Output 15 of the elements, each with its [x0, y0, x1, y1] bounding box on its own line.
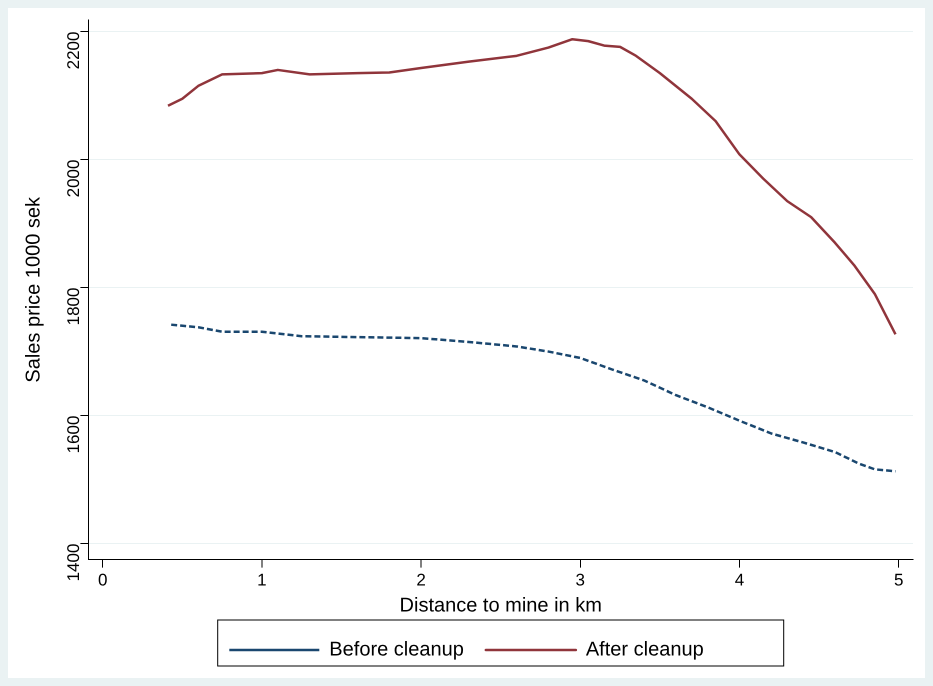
x-tick-label: 1 [257, 570, 267, 590]
legend-label: After cleanup [586, 638, 704, 661]
y-tick-label: 1600 [64, 416, 84, 454]
x-tick-label: 3 [576, 570, 586, 590]
x-axis-title: Distance to mine in km [400, 594, 602, 617]
x-tick-label: 4 [734, 570, 744, 590]
x-tick-label: 2 [416, 570, 426, 590]
y-tick-label: 1400 [64, 544, 84, 582]
y-tick-label: 2200 [64, 32, 84, 70]
legend-label: Before cleanup [329, 638, 464, 661]
y-axis-title: Sales price 1000 sek [22, 196, 45, 383]
x-tick-label: 5 [894, 570, 904, 590]
y-tick-label: 2000 [64, 160, 84, 198]
y-tick-label: 1800 [64, 288, 84, 326]
x-tick-label: 0 [98, 570, 108, 590]
